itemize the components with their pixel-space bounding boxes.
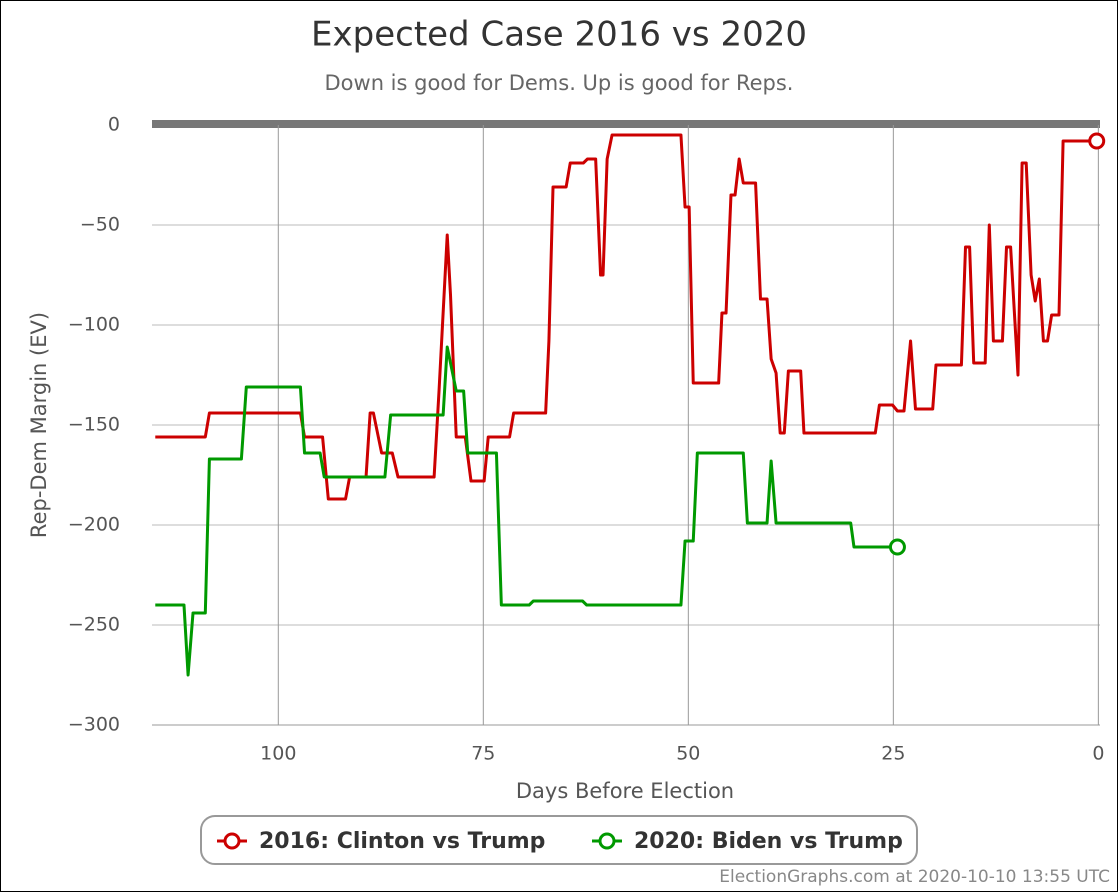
series-line [155,133,1097,501]
y-axis-label: Rep-Dem Margin (EV) [27,312,51,538]
legend-box [200,815,918,865]
legend-swatch [598,832,616,850]
x-tick-label: 25 [881,743,905,765]
legend-label: 2020: Biden vs Trump [634,829,903,854]
y-tick-label: 0 [108,114,120,136]
y-tick-label: −50 [80,214,120,236]
legend-label: 2016: Clinton vs Trump [259,829,545,854]
chart-title: Expected Case 2016 vs 2020 [311,15,807,55]
end-marker [1088,132,1106,150]
x-axis-label: Days Before Election [516,779,734,803]
y-tick-label: −100 [68,314,120,336]
y-tick-label: −200 [68,514,120,536]
legend-swatch [223,832,241,850]
x-tick-label: 50 [676,743,700,765]
series-line [155,345,898,677]
x-tick-label: 0 [1092,743,1104,765]
footer: ElectionGraphs.com at 2020-10-10 13:55 U… [719,867,1110,887]
y-tick-label: −150 [68,414,120,436]
y-tick-label: −250 [68,614,120,636]
end-marker [888,538,906,556]
y-tick-label: −300 [68,714,120,736]
chart-subtitle: Down is good for Dems. Up is good for Re… [325,71,794,95]
x-tick-label: 100 [260,743,296,765]
x-tick-label: 75 [471,743,495,765]
